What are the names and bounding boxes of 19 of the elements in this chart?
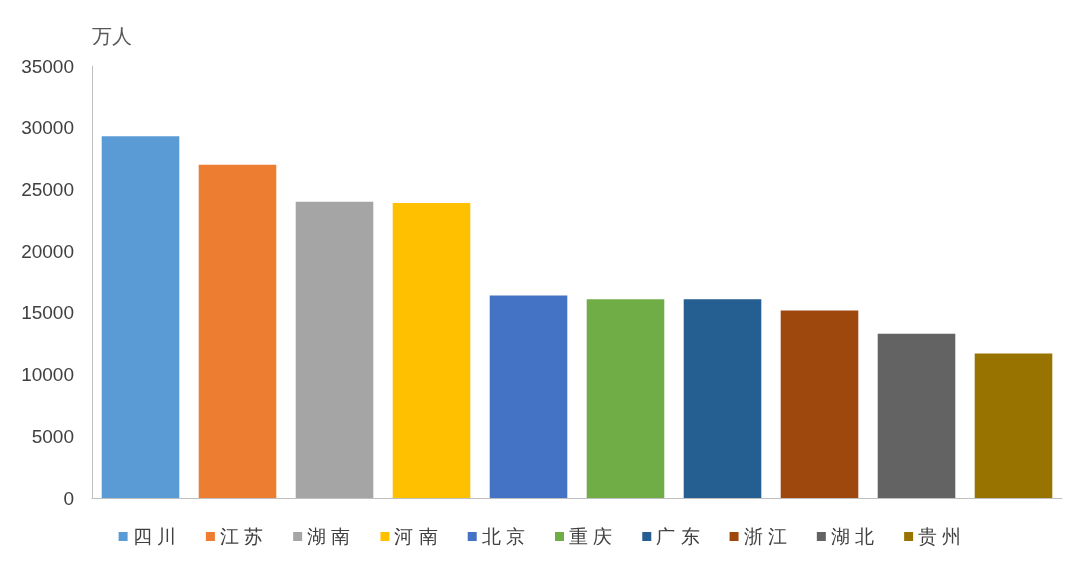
legend-label: 广 东: [656, 526, 700, 547]
y-tick-label: 35000: [21, 55, 74, 77]
legend-label: 河 南: [394, 526, 438, 547]
y-tick-label: 30000: [21, 117, 74, 139]
y-tick-label: 10000: [21, 364, 74, 386]
y-tick-label: 25000: [21, 178, 74, 200]
legend-label: 江 苏: [219, 526, 264, 547]
y-tick-label: 15000: [21, 302, 74, 324]
y-tick-label: 5000: [31, 425, 74, 447]
y-axis-title: 万人: [92, 25, 132, 47]
legend-label: 湖 南: [307, 526, 351, 547]
y-tick-label: 20000: [21, 240, 74, 262]
legend-label: 重 庆: [569, 526, 613, 547]
legend-label: 四 川: [132, 526, 176, 547]
legend-label: 浙 江: [743, 526, 787, 547]
legend-label: 贵 州: [918, 526, 962, 547]
legend-label: 北 京: [481, 526, 525, 547]
y-tick-label: 0: [63, 487, 74, 509]
legend-label: 湖 北: [830, 526, 875, 547]
